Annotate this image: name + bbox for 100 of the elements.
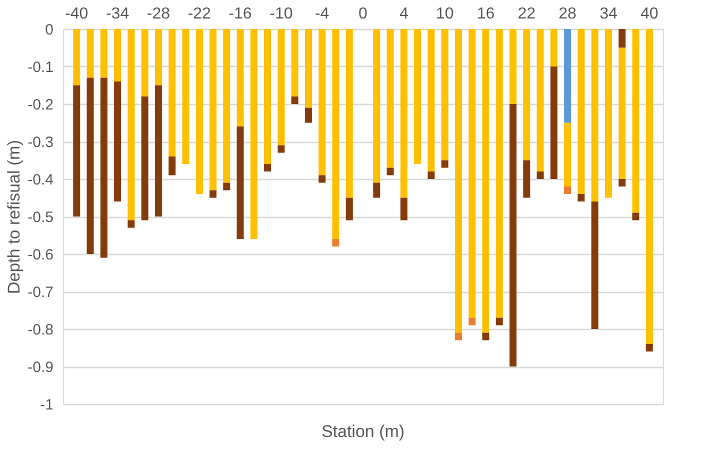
y-tick-label: 0 <box>45 22 54 38</box>
y-tick-label: -0.9 <box>28 359 54 376</box>
x-tick-label: -22 <box>188 6 212 22</box>
y-tick-label: -0.7 <box>28 284 54 301</box>
bar <box>304 29 312 108</box>
bar <box>73 29 80 86</box>
bar <box>386 168 394 176</box>
bar <box>441 29 448 160</box>
bar <box>550 66 558 179</box>
bar <box>250 29 258 239</box>
y-tick-label: -0.2 <box>28 96 54 114</box>
bar <box>168 29 176 156</box>
bar <box>304 108 312 123</box>
bar <box>523 29 530 160</box>
bar <box>73 85 80 216</box>
bar <box>414 29 422 164</box>
bar <box>536 29 544 172</box>
bar <box>318 175 326 183</box>
bar <box>100 29 108 78</box>
bar <box>482 332 490 340</box>
bar <box>373 182 380 198</box>
bar <box>196 29 203 194</box>
bar <box>632 29 640 213</box>
bar <box>182 29 190 164</box>
bar <box>346 198 353 220</box>
bar <box>114 29 122 82</box>
bar <box>523 160 530 198</box>
x-axis-title: Station (m) <box>321 422 405 441</box>
y-tick-label: -0.3 <box>28 134 54 151</box>
bar <box>223 182 230 190</box>
bar <box>86 78 94 254</box>
bar <box>604 29 612 198</box>
bar <box>618 48 626 179</box>
bar <box>564 122 572 186</box>
bar <box>646 344 653 352</box>
x-tick-label: 4 <box>399 6 408 22</box>
x-tick-label: 40 <box>640 6 658 22</box>
bar <box>236 29 244 126</box>
bar <box>510 29 516 104</box>
bar <box>332 29 340 239</box>
bar <box>591 202 598 329</box>
bar <box>223 29 230 183</box>
bar <box>291 29 298 96</box>
y-tick-label: -0.8 <box>28 322 54 338</box>
bar <box>373 29 380 183</box>
bar <box>346 29 353 198</box>
bar <box>510 104 516 366</box>
bar <box>154 29 162 86</box>
bar <box>210 190 216 198</box>
bar <box>496 318 503 326</box>
bar <box>278 145 285 153</box>
bar <box>264 164 272 172</box>
x-tick-label: 34 <box>600 6 618 22</box>
x-tick-label: -16 <box>228 6 252 22</box>
x-tick-label: 10 <box>436 6 454 22</box>
bar <box>578 29 585 194</box>
bar <box>591 29 598 202</box>
bar <box>386 29 394 168</box>
bar <box>618 179 626 186</box>
bar <box>264 29 272 164</box>
x-tick-label: -28 <box>146 6 170 22</box>
bar <box>632 212 640 220</box>
x-tick-label: -4 <box>314 6 330 22</box>
bar <box>278 29 285 146</box>
bar <box>114 82 122 202</box>
y-tick-label: -0.5 <box>28 209 54 226</box>
bar <box>550 29 558 66</box>
bar <box>454 332 462 340</box>
bar <box>496 29 503 318</box>
bar <box>400 29 408 198</box>
bar <box>100 78 108 258</box>
bar <box>646 29 653 344</box>
bar <box>454 29 462 333</box>
bar <box>428 29 435 172</box>
x-tick-label: -34 <box>106 6 130 22</box>
bar <box>141 29 148 96</box>
bar <box>332 239 340 246</box>
bar <box>441 160 448 168</box>
y-tick-label: -1 <box>40 396 54 414</box>
bar <box>468 29 476 318</box>
bar <box>536 172 544 179</box>
bar <box>291 96 298 104</box>
bar <box>141 96 148 220</box>
y-tick-label: -0.6 <box>28 246 54 264</box>
y-tick-label: -0.1 <box>28 59 54 76</box>
bar <box>168 156 176 176</box>
bar <box>86 29 94 78</box>
bar <box>210 29 216 190</box>
x-tick-label: 28 <box>558 6 577 22</box>
bar <box>564 29 572 123</box>
bar <box>578 194 585 202</box>
x-tick-label: 16 <box>476 6 495 22</box>
x-tick-label: 0 <box>358 6 368 22</box>
bar <box>128 29 135 220</box>
x-tick-label: -10 <box>270 6 293 22</box>
bar <box>128 220 135 228</box>
bar <box>618 29 626 48</box>
bar <box>468 318 476 326</box>
bar <box>482 29 490 333</box>
x-tick-label: 22 <box>518 6 536 22</box>
